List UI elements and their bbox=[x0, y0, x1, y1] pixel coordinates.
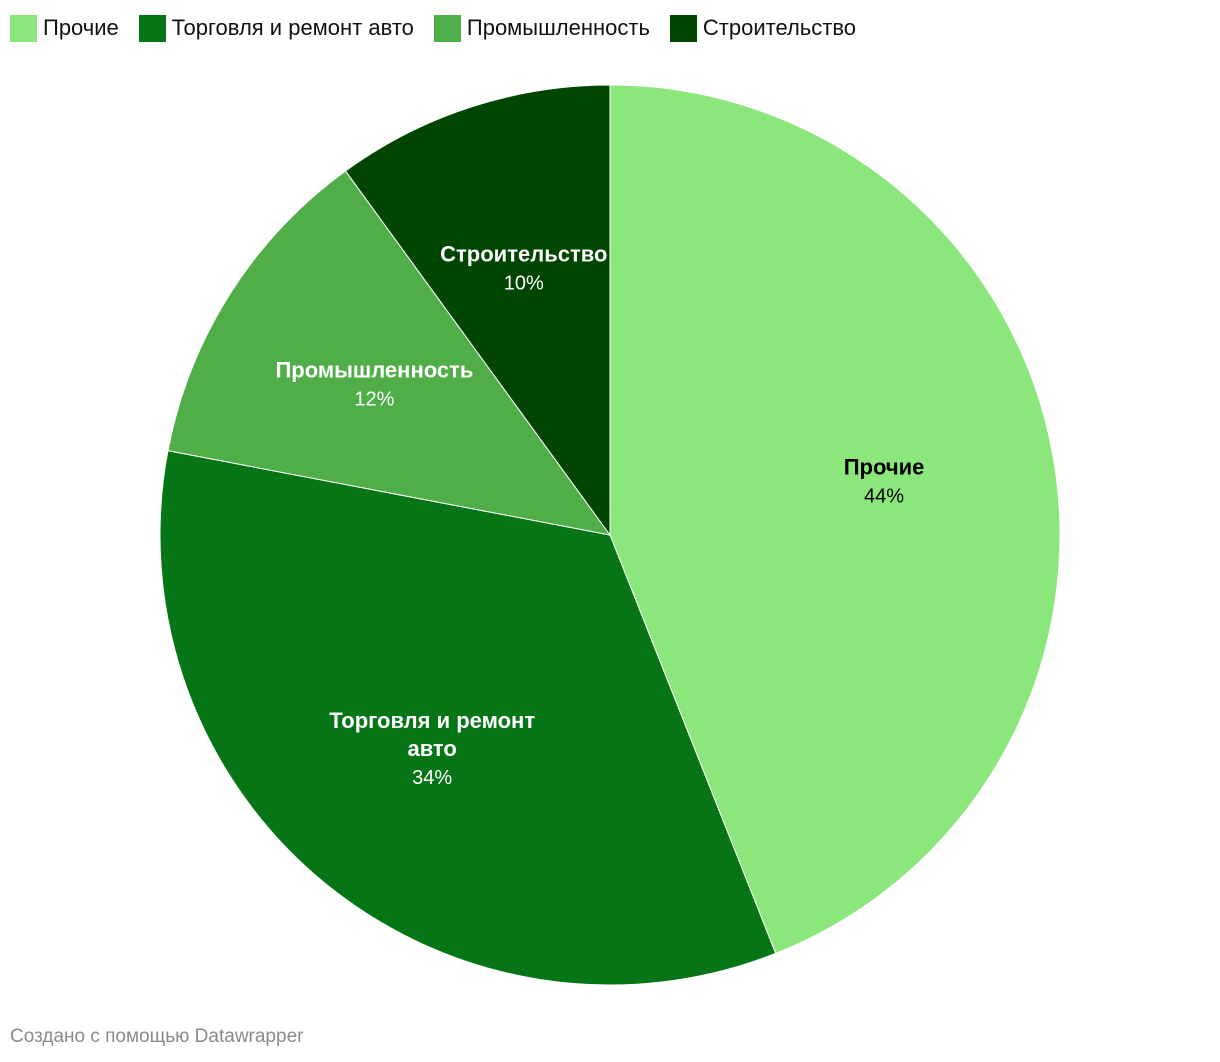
slice-name-torgovlya-line2: авто bbox=[407, 736, 456, 761]
legend-item-stroitelstvo: Строительство bbox=[669, 14, 857, 42]
datawrapper-credit: Создано с помощью Datawrapper bbox=[10, 1026, 304, 1047]
slice-name-stroitelstvo: Строительство bbox=[440, 242, 607, 267]
legend-item-prochie: Прочие bbox=[10, 14, 119, 42]
slice-label-stroitelstvo: Строительство 10% bbox=[440, 242, 607, 295]
slice-label-promyshlennost: Промышленность 12% bbox=[275, 358, 473, 411]
legend-label-prochie: Прочие bbox=[43, 15, 119, 40]
slice-name-prochie: Прочие bbox=[844, 455, 925, 480]
legend-label-torgovlya: Торговля и ремонт авто bbox=[171, 15, 414, 40]
pie-slice-stroitelstvo[interactable] bbox=[344, 84, 611, 537]
legend-label-promyshlennost: Промышленность bbox=[466, 15, 650, 40]
pie-slice-promyshlennost[interactable] bbox=[167, 170, 612, 536]
legend-item-promyshlennost: Промышленность bbox=[433, 14, 650, 42]
slice-value-promyshlennost: 12% bbox=[354, 389, 394, 411]
legend-swatch-prochie bbox=[10, 14, 37, 42]
slice-name-promyshlennost: Промышленность bbox=[275, 358, 473, 383]
legend-swatch-stroitelstvo bbox=[669, 14, 697, 42]
pie-slice-prochie[interactable] bbox=[609, 84, 1061, 955]
chart-legend: Прочие Торговля и ремонт авто Промышленн… bbox=[10, 12, 876, 44]
pie-slice-torgovlya[interactable] bbox=[159, 450, 777, 986]
slice-label-torgovlya: Торговля и ремонт авто 34% bbox=[329, 708, 535, 789]
slice-value-stroitelstvo: 10% bbox=[504, 273, 544, 295]
slice-value-prochie: 44% bbox=[864, 486, 904, 508]
slice-name-torgovlya-line1: Торговля и ремонт bbox=[329, 708, 535, 733]
legend-item-torgovlya: Торговля и ремонт авто bbox=[138, 14, 414, 42]
legend-label-stroitelstvo: Строительство bbox=[702, 15, 857, 40]
legend-swatch-promyshlennost bbox=[433, 14, 461, 42]
legend-swatch-torgovlya bbox=[138, 14, 166, 42]
slice-value-torgovlya: 34% bbox=[412, 767, 452, 789]
slice-label-prochie: Прочие 44% bbox=[844, 455, 925, 508]
